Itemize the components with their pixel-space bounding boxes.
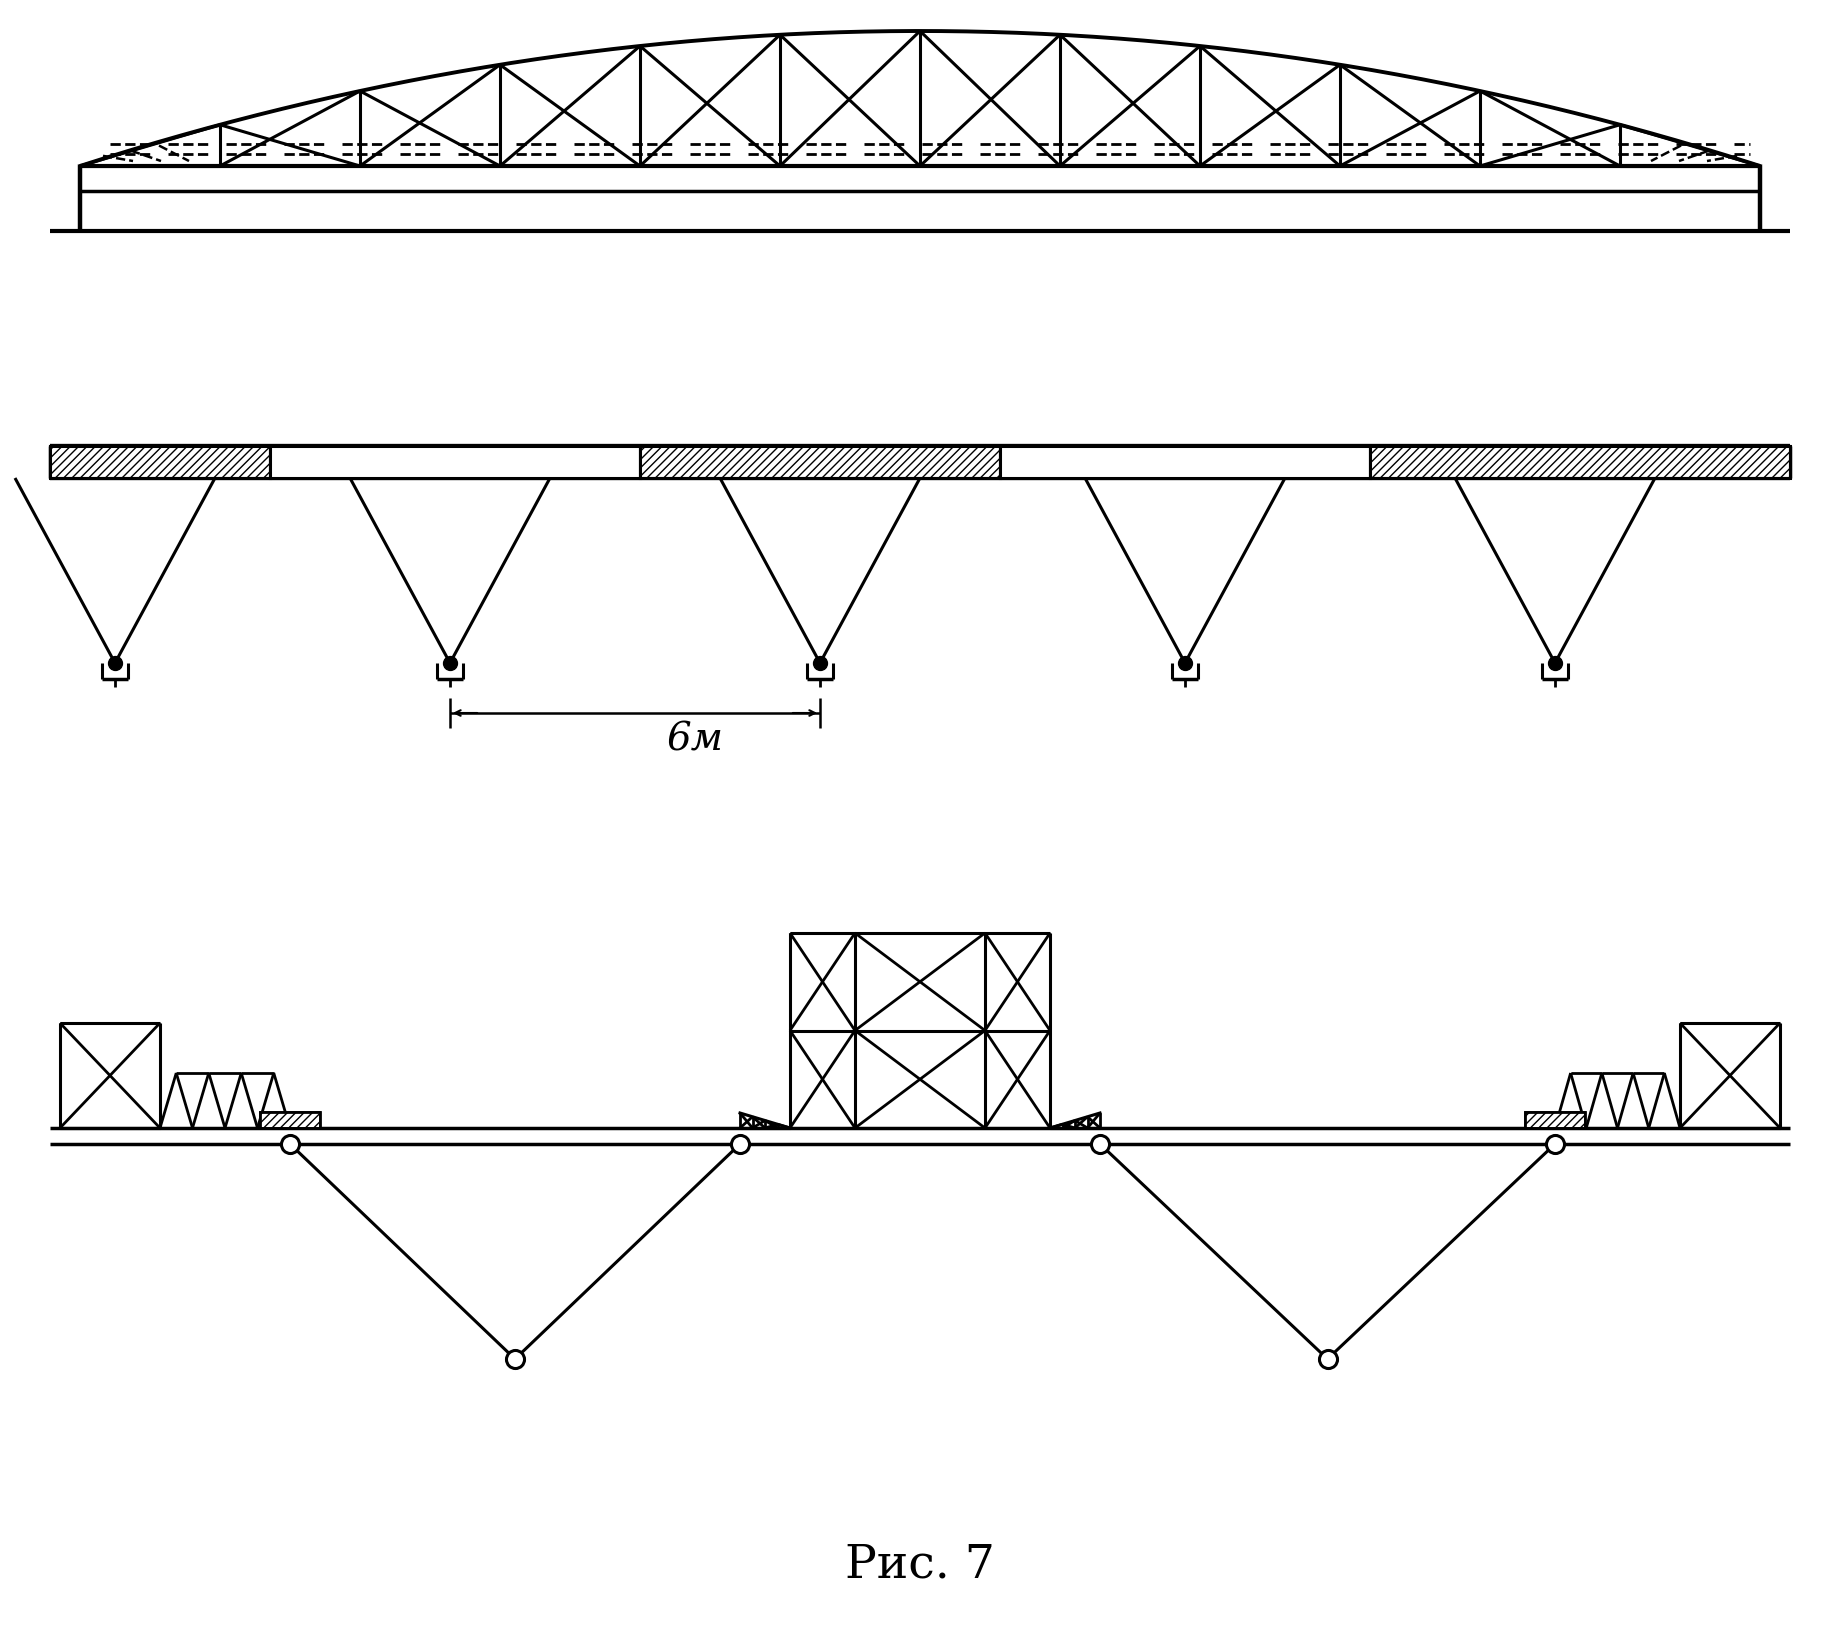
Bar	[50, 446, 269, 477]
Bar	[1525, 1113, 1586, 1128]
Text: Рис. 7: Рис. 7	[845, 1542, 996, 1588]
Bar	[640, 446, 999, 477]
Bar	[1370, 446, 1791, 477]
Bar	[640, 446, 999, 477]
Bar	[260, 1113, 321, 1128]
Bar	[269, 446, 640, 477]
Bar	[999, 446, 1370, 477]
Bar	[260, 1113, 321, 1128]
Bar	[1525, 1113, 1586, 1128]
Bar	[1370, 446, 1791, 477]
Bar	[50, 446, 269, 477]
Text: 6м: 6м	[666, 721, 723, 759]
